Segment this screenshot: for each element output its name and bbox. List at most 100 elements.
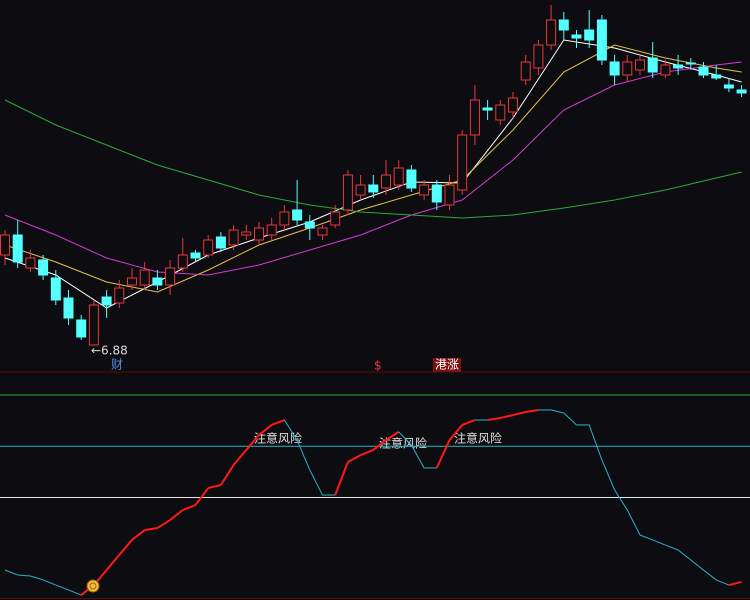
indicator-segment xyxy=(614,489,628,511)
candle-body xyxy=(25,257,36,269)
marker: 港涨 xyxy=(435,357,459,372)
indicator-segment xyxy=(716,579,730,586)
indicator-segment xyxy=(4,569,18,576)
indicator-segment xyxy=(385,431,400,441)
indicator-segment xyxy=(334,461,349,496)
indicator-segment xyxy=(283,419,298,441)
candle-body xyxy=(38,259,49,276)
candle-body xyxy=(457,134,468,191)
candle-body xyxy=(469,99,480,136)
candle-body xyxy=(520,61,531,81)
candle-body xyxy=(685,62,696,65)
indicator-segment xyxy=(703,569,717,581)
candle-body xyxy=(495,104,506,121)
candle-body xyxy=(63,297,74,319)
candle-body xyxy=(190,252,201,259)
candle-body xyxy=(127,277,137,286)
low-label: ←6.88 xyxy=(91,344,128,358)
indicator-segment xyxy=(448,424,463,441)
coin-inner xyxy=(89,582,97,590)
indicator-segment xyxy=(156,519,171,529)
candle-body xyxy=(381,174,391,189)
indicator-segment xyxy=(131,529,146,541)
indicator-segment xyxy=(410,444,425,469)
candle-body xyxy=(177,254,188,269)
indicator-segment xyxy=(271,419,285,426)
candle-body xyxy=(546,19,557,46)
indicator-segment xyxy=(194,487,210,506)
candle-body xyxy=(368,184,379,193)
indicator-segment xyxy=(105,554,121,571)
indicator-segment xyxy=(232,449,248,466)
indicator-segment xyxy=(728,580,742,587)
candle-body xyxy=(736,89,747,94)
indicator-segment xyxy=(169,509,184,521)
annotation: 注意风险 xyxy=(454,431,502,446)
candle-body xyxy=(254,227,264,241)
indicator-segment xyxy=(68,589,82,596)
candle-body xyxy=(673,64,684,69)
candle-body xyxy=(635,59,645,71)
indicator-segment xyxy=(360,449,374,456)
annotation: 注意风险 xyxy=(379,436,427,451)
indicator-segment xyxy=(690,559,704,571)
indicator-segment xyxy=(309,469,323,496)
moving-average xyxy=(4,99,742,219)
indicator-segment xyxy=(652,539,666,546)
indicator-segment xyxy=(245,434,260,451)
candle-body xyxy=(406,169,417,189)
indicator-segment xyxy=(461,419,476,426)
candle-body xyxy=(228,229,239,246)
candle-body xyxy=(342,174,353,211)
candle-body xyxy=(266,224,277,236)
indicator-segment xyxy=(372,439,387,451)
indicator-segment xyxy=(639,534,653,541)
indicator-segment xyxy=(17,574,31,577)
indicator-segment xyxy=(118,539,133,556)
candle-body xyxy=(76,319,87,338)
coin xyxy=(86,579,100,593)
candle-body xyxy=(203,239,214,256)
candle-body xyxy=(114,287,125,304)
indicator-segment xyxy=(55,584,69,591)
candle-body xyxy=(711,74,722,79)
indicator-segment xyxy=(500,414,514,419)
candle-body xyxy=(292,209,303,221)
candle-body xyxy=(660,64,671,76)
candle-body xyxy=(584,29,595,41)
candle-body xyxy=(609,61,620,76)
marker-bg xyxy=(433,358,461,372)
candle-body xyxy=(419,184,430,196)
candle-body xyxy=(50,277,61,301)
marker: 财 xyxy=(111,358,123,372)
coin-icon xyxy=(86,579,100,593)
candle-body xyxy=(444,184,455,206)
candle-body xyxy=(317,227,328,236)
candle-body xyxy=(508,97,518,113)
candle-body xyxy=(596,19,607,61)
candle-body xyxy=(355,184,366,196)
indicator-segment xyxy=(601,459,616,491)
candle-body xyxy=(101,296,112,306)
candle-body xyxy=(0,234,10,256)
indicator-segment xyxy=(144,527,158,532)
candle-body xyxy=(241,231,252,236)
candle-body xyxy=(152,277,163,286)
indicator-segment xyxy=(347,454,362,463)
moving-average xyxy=(4,61,742,276)
annotation: 注意风险 xyxy=(254,431,302,446)
indicator-segment xyxy=(525,408,539,414)
indicator-segment xyxy=(563,412,577,426)
candle-body xyxy=(88,304,99,346)
indicator-segment xyxy=(512,411,526,417)
candle-body xyxy=(431,184,442,203)
indicator-segment xyxy=(220,464,235,486)
candle-body xyxy=(482,107,493,111)
candle-body xyxy=(571,34,582,39)
indicator-segment xyxy=(487,416,501,421)
indicator-segment xyxy=(626,509,641,536)
indicator-segment xyxy=(665,544,679,551)
